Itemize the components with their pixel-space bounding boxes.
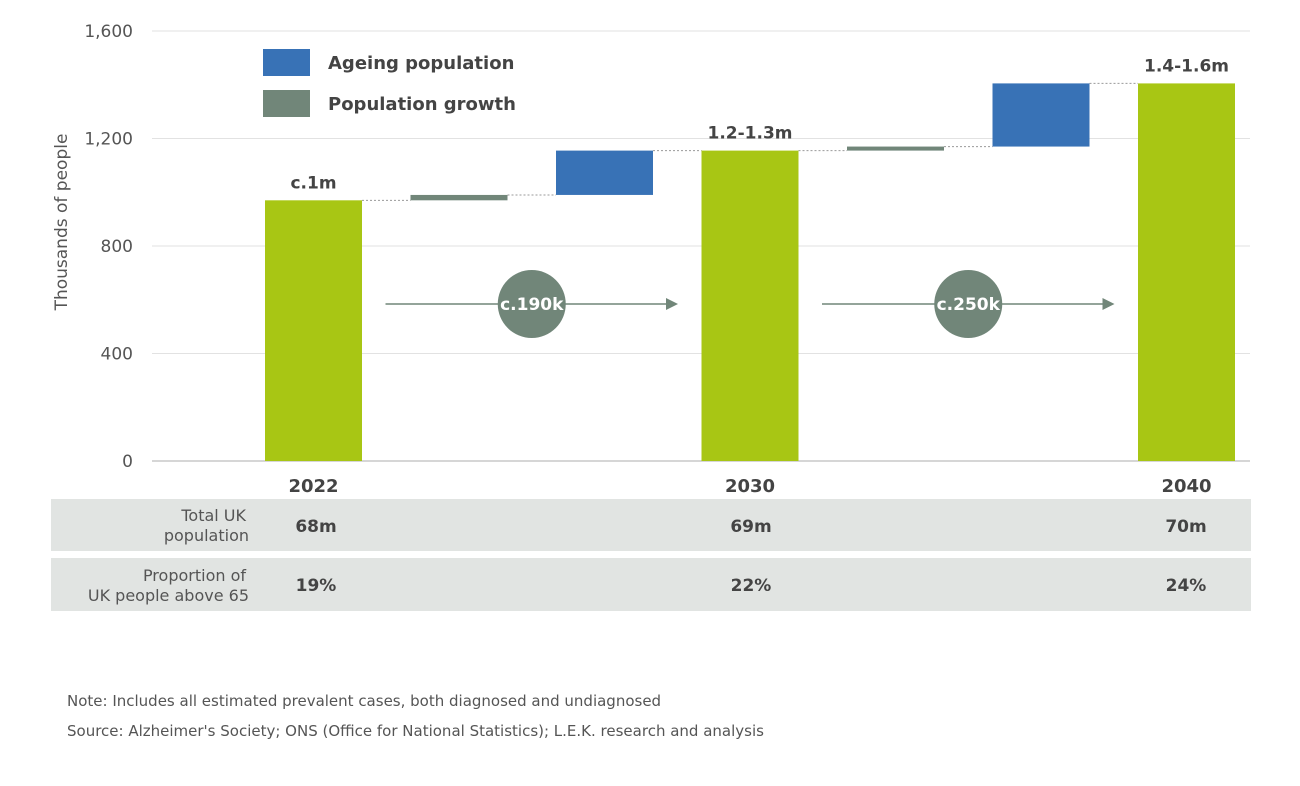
- x-tick-label: 2022: [288, 476, 338, 497]
- table-cell: 70m: [1165, 517, 1206, 537]
- y-axis-ticks: 0 400 800 1,200 1,600: [84, 22, 133, 472]
- table-row-label: UK people above 65: [88, 586, 249, 605]
- table-cell: 69m: [730, 517, 771, 537]
- bar-value-label: 1.4-1.6m: [1144, 56, 1229, 76]
- growth-badge-label: c.250k: [937, 295, 1001, 315]
- table-row-label: Proportion of: [143, 566, 246, 585]
- table-row-proportion-bg: [51, 558, 1251, 611]
- connectors: [362, 82, 1138, 201]
- table-row-population-bg: [51, 499, 1251, 551]
- table-cell: 24%: [1166, 576, 1207, 596]
- table-row-label: population: [164, 526, 249, 545]
- arrow-head-icon: [1102, 298, 1115, 310]
- bar-population-growth: [410, 194, 508, 201]
- arrow-head-icon: [666, 298, 678, 310]
- growth-annotations: c.190k c.250k: [385, 270, 1115, 338]
- x-tick-label: 2030: [725, 476, 775, 497]
- bar-value-label: c.1m: [290, 173, 336, 193]
- bars: [265, 83, 1235, 461]
- y-tick-label: 0: [122, 452, 133, 472]
- table-row-label: Total UK: [180, 506, 246, 525]
- bar-labels: c.1m 1.2-1.3m 1.4-1.6m: [290, 56, 1229, 193]
- footnote: Note: Includes all estimated prevalent c…: [67, 692, 662, 710]
- table-cell: 19%: [296, 576, 337, 596]
- data-table: Total UK population Proportion of UK peo…: [51, 499, 1251, 611]
- bar-total-2030: [701, 150, 799, 461]
- bar-total-2040: [1138, 83, 1235, 461]
- y-tick-label: 1,200: [84, 130, 133, 150]
- legend-label-growth: Population growth: [328, 94, 516, 115]
- growth-badge: [934, 270, 1003, 338]
- y-axis-label: Thousands of people: [52, 134, 72, 312]
- bar-ageing-population: [992, 83, 1090, 147]
- y-tick-label: 1,600: [84, 22, 133, 42]
- source-note: Source: Alzheimer's Society; ONS (Office…: [67, 722, 764, 740]
- x-axis-labels: 2022 2030 2040: [288, 476, 1211, 497]
- y-tick-label: 800: [101, 237, 133, 257]
- legend-swatch-growth: [263, 90, 310, 117]
- bar-value-label: 1.2-1.3m: [708, 124, 793, 144]
- y-tick-label: 400: [101, 345, 133, 365]
- legend: Ageing population Population growth: [263, 49, 516, 117]
- bar-total-2022: [265, 200, 362, 461]
- x-tick-label: 2040: [1161, 476, 1211, 497]
- table-cell: 22%: [731, 576, 772, 596]
- legend-label-ageing: Ageing population: [328, 53, 514, 74]
- growth-badge: [497, 270, 566, 338]
- legend-swatch-ageing: [263, 49, 310, 76]
- bar-ageing-population: [556, 150, 653, 195]
- bar-population-growth: [847, 146, 944, 151]
- table-cell: 68m: [295, 517, 336, 537]
- growth-badge-label: c.190k: [500, 295, 564, 315]
